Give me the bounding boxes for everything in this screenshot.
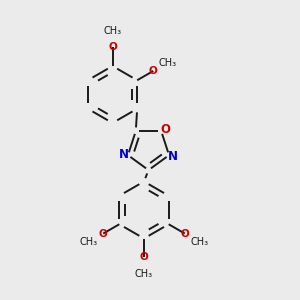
- Text: O: O: [99, 229, 108, 238]
- Text: CH₃: CH₃: [103, 26, 122, 36]
- Text: O: O: [108, 42, 117, 52]
- Text: CH₃: CH₃: [135, 268, 153, 279]
- Text: N: N: [168, 150, 178, 163]
- Text: O: O: [149, 66, 158, 76]
- Text: O: O: [180, 229, 189, 238]
- Text: O: O: [140, 252, 148, 262]
- Text: O: O: [160, 123, 170, 136]
- Text: CH₃: CH₃: [80, 237, 98, 247]
- Text: CH₃: CH₃: [190, 237, 208, 247]
- Text: N: N: [119, 148, 129, 161]
- Text: CH₃: CH₃: [158, 58, 177, 68]
